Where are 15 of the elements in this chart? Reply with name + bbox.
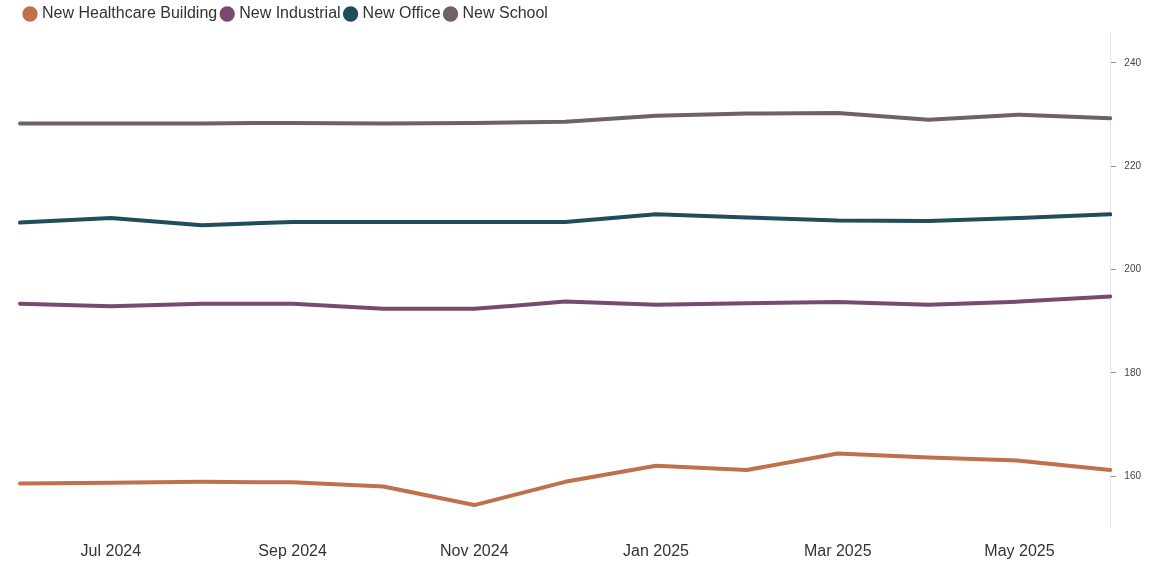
legend-label: New Healthcare Building bbox=[42, 4, 218, 22]
x-tick-label: Mar 2025 bbox=[803, 541, 872, 559]
legend-label: New Office bbox=[362, 4, 441, 22]
x-tick-label: Jul 2024 bbox=[80, 541, 142, 559]
y-tick-label: 200 bbox=[1124, 263, 1142, 275]
y-tick-label: 160 bbox=[1124, 469, 1142, 481]
y-tick-label: 180 bbox=[1124, 366, 1142, 378]
x-tick-label: May 2025 bbox=[984, 541, 1055, 559]
x-tick-label: Nov 2024 bbox=[440, 541, 509, 559]
x-tick-label: Jan 2025 bbox=[623, 541, 690, 559]
x-tick-label: Sep 2024 bbox=[258, 541, 327, 559]
legend-label: New Industrial bbox=[239, 4, 341, 22]
y-tick-label: 240 bbox=[1124, 56, 1142, 68]
legend-label: New School bbox=[462, 4, 548, 22]
y-tick-label: 220 bbox=[1124, 160, 1142, 172]
